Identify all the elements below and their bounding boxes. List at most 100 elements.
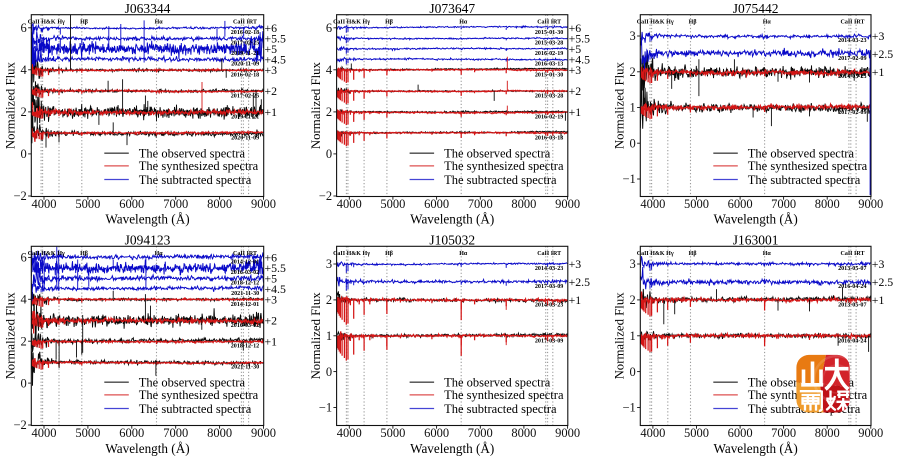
svg-text:3: 3: [630, 257, 636, 271]
svg-text:4: 4: [21, 63, 28, 77]
svg-text:CaII IRT: CaII IRT: [841, 251, 865, 257]
svg-text:2021-11-30: 2021-11-30: [231, 365, 259, 371]
svg-text:5000: 5000: [75, 426, 100, 440]
svg-text:+6: +6: [265, 251, 278, 265]
svg-text:2017-03-09: 2017-03-09: [535, 284, 563, 290]
svg-text:2017-02-09: 2017-02-09: [838, 56, 866, 62]
svg-text:2018-12-12: 2018-12-12: [231, 344, 259, 350]
svg-text:7000: 7000: [163, 197, 188, 211]
svg-text:+5.5: +5.5: [265, 261, 287, 275]
svg-text:+5.5: +5.5: [265, 32, 287, 46]
svg-text:7000: 7000: [468, 197, 493, 211]
svg-text:The synthesized spectra: The synthesized spectra: [139, 159, 259, 173]
svg-text:1: 1: [326, 329, 332, 343]
svg-text:9000: 9000: [251, 197, 276, 211]
svg-text:Hγ: Hγ: [666, 19, 674, 25]
svg-text:6000: 6000: [728, 426, 753, 440]
svg-text:3: 3: [326, 257, 332, 271]
svg-text:+2: +2: [265, 313, 278, 327]
svg-text:The observed spectra: The observed spectra: [748, 147, 855, 161]
svg-text:CaII IRT: CaII IRT: [233, 19, 257, 25]
svg-text:8000: 8000: [207, 426, 232, 440]
svg-text:CaII IRT: CaII IRT: [233, 251, 257, 257]
svg-text:8000: 8000: [207, 197, 232, 211]
svg-text:2014-03-23: 2014-03-23: [838, 38, 866, 44]
svg-text:+2: +2: [265, 84, 278, 98]
svg-text:5000: 5000: [380, 197, 405, 211]
svg-text:2: 2: [326, 105, 332, 119]
svg-text:Normalized Flux: Normalized Flux: [4, 61, 18, 149]
svg-text:J075442: J075442: [733, 1, 779, 16]
svg-text:Hγ: Hγ: [363, 19, 371, 25]
svg-text:Hγ: Hγ: [666, 251, 674, 257]
svg-text:+3: +3: [265, 293, 278, 307]
svg-text:−1: −1: [319, 401, 332, 415]
svg-text:CaII H&K: CaII H&K: [637, 251, 665, 257]
svg-text:The subtracted spectra: The subtracted spectra: [444, 402, 557, 416]
svg-text:+6: +6: [265, 21, 278, 35]
svg-text:0: 0: [326, 365, 332, 379]
svg-text:Wavelength (Å): Wavelength (Å): [105, 211, 189, 226]
svg-text:2017-02-25: 2017-02-25: [231, 93, 259, 99]
svg-text:Normalized Flux: Normalized Flux: [309, 292, 323, 380]
svg-text:CaII H&K: CaII H&K: [637, 19, 665, 25]
svg-text:J163001: J163001: [733, 233, 779, 248]
svg-text:The synthesized spectra: The synthesized spectra: [748, 159, 868, 173]
svg-text:+1: +1: [872, 293, 885, 307]
svg-text:The observed spectra: The observed spectra: [444, 147, 551, 161]
svg-text:2016-03-02: 2016-03-02: [231, 270, 259, 276]
svg-text:7000: 7000: [771, 426, 796, 440]
svg-text:2015-03-28: 2015-03-28: [535, 93, 563, 99]
svg-text:2019-11-21: 2019-11-21: [231, 51, 259, 57]
svg-text:8000: 8000: [511, 197, 536, 211]
svg-text:+1: +1: [265, 334, 278, 348]
svg-text:Wavelength (Å): Wavelength (Å): [410, 211, 494, 226]
svg-text:The observed spectra: The observed spectra: [139, 376, 246, 390]
svg-text:5000: 5000: [684, 197, 709, 211]
svg-text:Hα: Hα: [155, 19, 164, 25]
svg-text:+4.5: +4.5: [265, 53, 287, 67]
svg-text:+5: +5: [569, 42, 582, 56]
svg-text:2: 2: [326, 293, 332, 307]
svg-text:2016-04-24: 2016-04-24: [838, 338, 866, 344]
svg-text:4000: 4000: [32, 197, 57, 211]
svg-text:2017-02-25: 2017-02-25: [231, 41, 259, 47]
svg-text:8000: 8000: [815, 426, 840, 440]
svg-text:+4.5: +4.5: [569, 53, 591, 67]
svg-text:+3: +3: [872, 257, 885, 271]
svg-text:0: 0: [630, 365, 636, 379]
svg-text:CaII H&K: CaII H&K: [28, 251, 56, 257]
svg-text:The synthesized spectra: The synthesized spectra: [139, 388, 259, 402]
svg-text:8000: 8000: [511, 426, 536, 440]
svg-text:7000: 7000: [468, 426, 493, 440]
svg-text:Hγ: Hγ: [57, 251, 65, 257]
svg-text:6000: 6000: [424, 197, 449, 211]
svg-text:The subtracted spectra: The subtracted spectra: [748, 173, 861, 187]
svg-text:2015-01-30: 2015-01-30: [535, 30, 563, 36]
svg-text:2014-03-23: 2014-03-23: [838, 74, 866, 80]
svg-text:Hβ: Hβ: [385, 19, 393, 25]
svg-text:2: 2: [630, 293, 636, 307]
svg-text:+1: +1: [265, 105, 278, 119]
svg-text:2020-11-09: 2020-11-09: [231, 135, 259, 141]
svg-text:1: 1: [630, 329, 636, 343]
svg-text:J063344: J063344: [125, 1, 171, 16]
svg-text:9000: 9000: [555, 426, 580, 440]
svg-text:J105032: J105032: [429, 233, 475, 248]
svg-text:+3: +3: [265, 63, 278, 77]
svg-text:2016-03-13: 2016-03-13: [535, 62, 563, 68]
svg-text:9000: 9000: [858, 197, 883, 211]
svg-text:The observed spectra: The observed spectra: [139, 147, 246, 161]
svg-text:2: 2: [21, 334, 27, 348]
svg-text:6000: 6000: [119, 426, 144, 440]
svg-text:Normalized Flux: Normalized Flux: [613, 61, 627, 149]
svg-text:The subtracted spectra: The subtracted spectra: [444, 173, 557, 187]
svg-text:+5: +5: [265, 42, 278, 56]
svg-text:3: 3: [630, 29, 636, 43]
svg-text:Wavelength (Å): Wavelength (Å): [713, 211, 797, 226]
svg-text:+6: +6: [569, 21, 582, 35]
svg-text:2017-03-09: 2017-03-09: [535, 338, 563, 344]
svg-text:Hγ: Hγ: [363, 251, 371, 257]
svg-text:2: 2: [630, 65, 636, 79]
svg-text:CaII H&K: CaII H&K: [28, 19, 56, 25]
